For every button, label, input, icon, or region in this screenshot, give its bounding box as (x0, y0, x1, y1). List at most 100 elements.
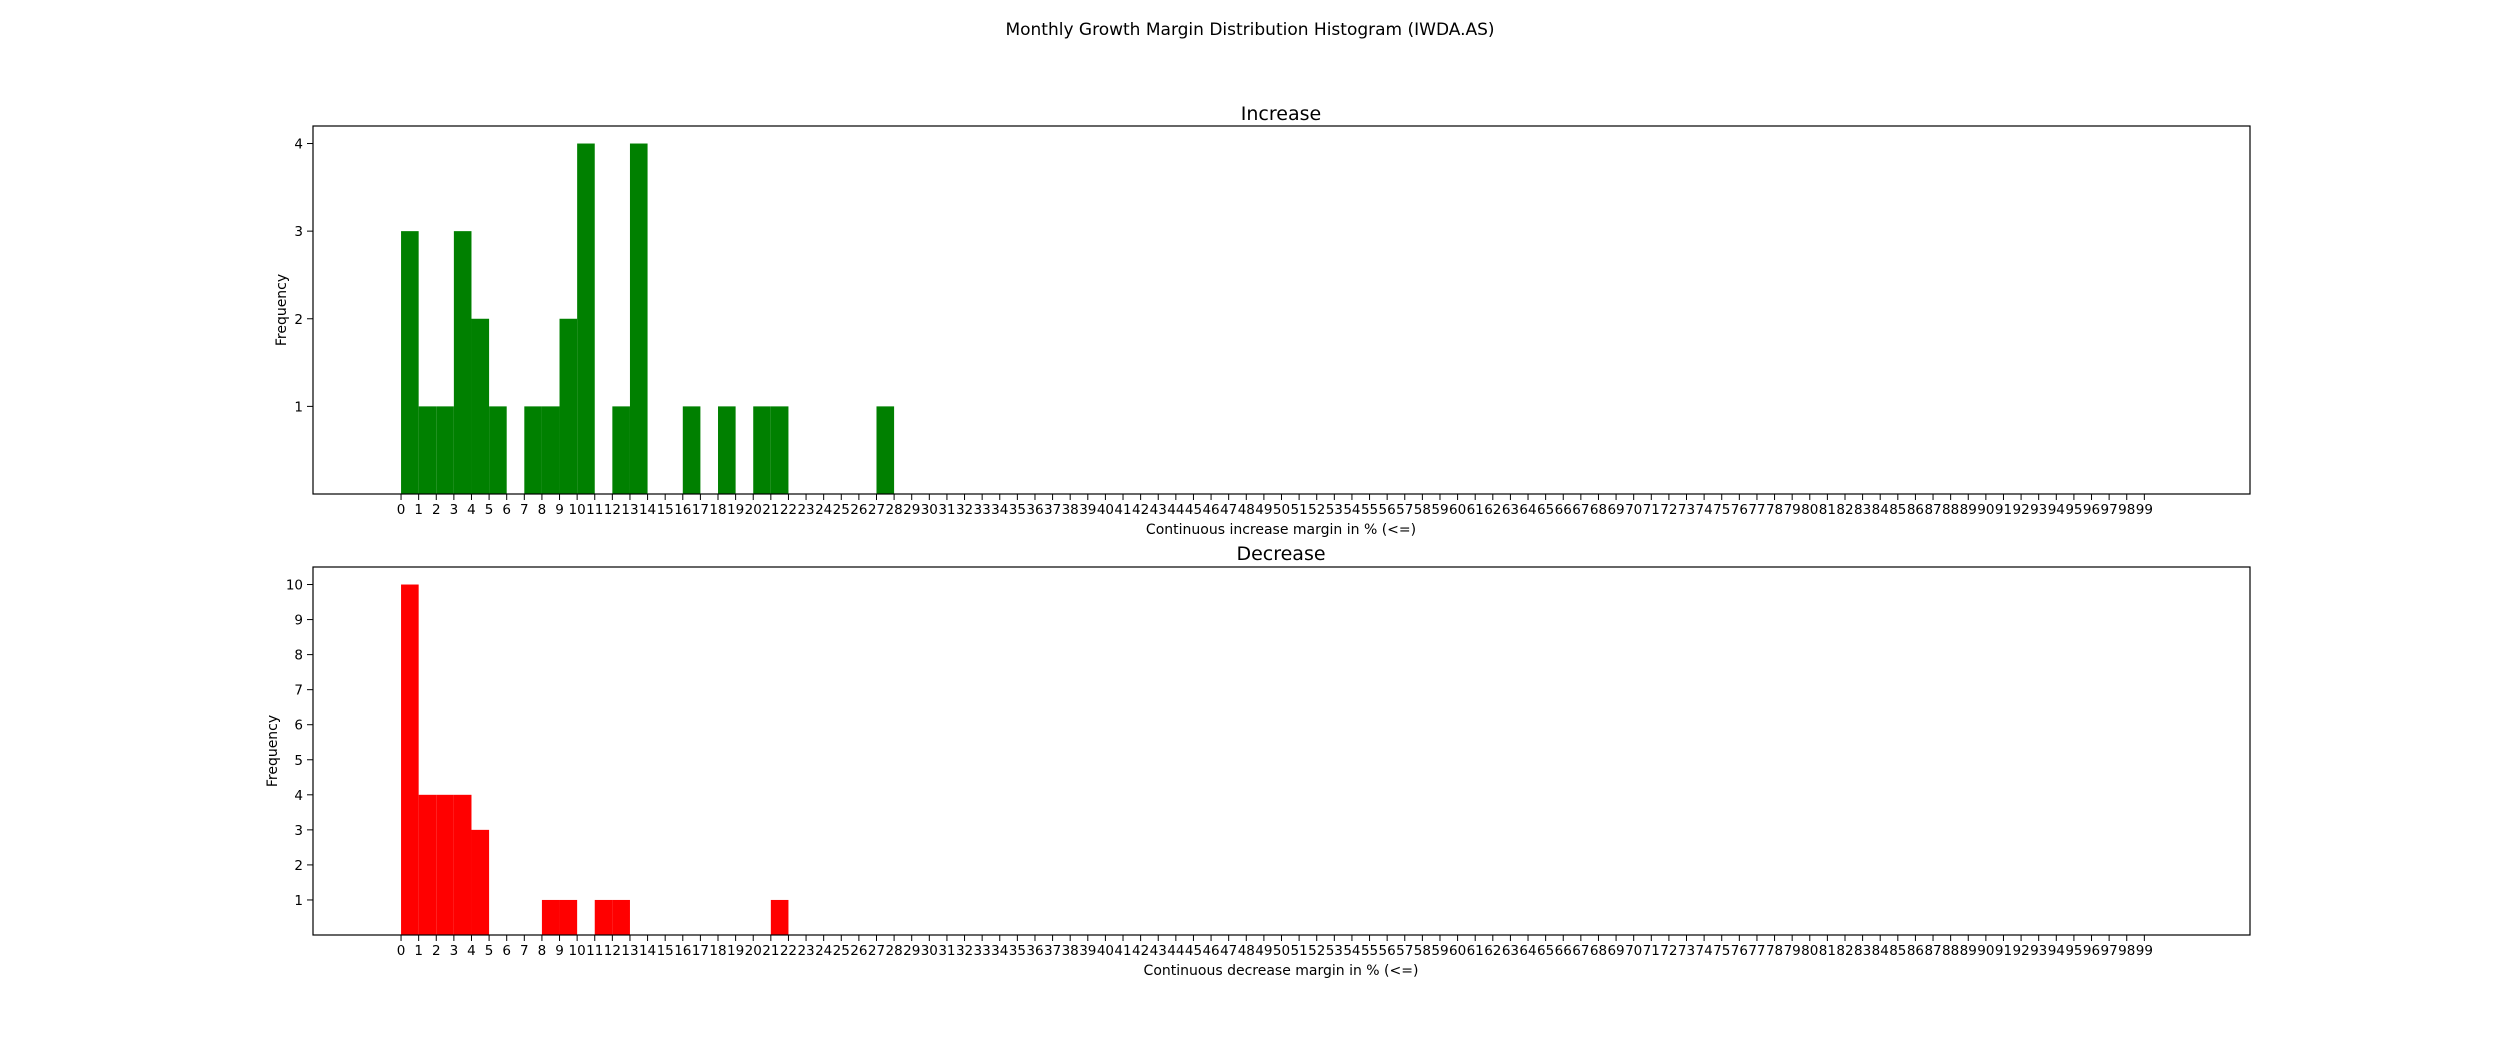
increase-x-tick-label-48: 48 (1238, 502, 1255, 518)
increase-bar-0 (401, 231, 419, 494)
decrease-x-tick-label-18: 18 (709, 943, 726, 959)
decrease-y-tick-label-6: 6 (294, 718, 303, 734)
decrease-x-tick-label-8: 8 (538, 943, 547, 959)
increase-x-tick-label-51: 51 (1291, 502, 1308, 518)
increase-x-tick-label-10: 10 (569, 502, 586, 518)
decrease-x-tick-label-26: 26 (850, 943, 867, 959)
decrease-x-tick-label-10: 10 (569, 943, 586, 959)
increase-bar-14 (753, 406, 771, 494)
increase-bar-7 (541, 406, 560, 494)
increase-x-tick-label-68: 68 (1590, 502, 1607, 518)
decrease-x-tick-label-59: 59 (1431, 943, 1448, 959)
decrease-x-tick-label-67: 67 (1572, 943, 1589, 959)
decrease-x-tick-label-61: 61 (1467, 943, 1484, 959)
decrease-x-tick-label-46: 46 (1202, 943, 1219, 959)
decrease-x-tick-label-76: 76 (1731, 943, 1748, 959)
decrease-x-tick-label-28: 28 (886, 943, 903, 959)
increase-x-tick-label-72: 72 (1660, 502, 1677, 518)
decrease-x-tick-label-20: 20 (745, 943, 762, 959)
decrease-y-tick-label-8: 8 (294, 648, 303, 664)
increase-x-tick-label-84: 84 (1872, 502, 1889, 518)
increase-x-tick-label-24: 24 (815, 502, 832, 518)
increase-x-tick-label-49: 49 (1255, 502, 1272, 518)
decrease-x-tick-label-15: 15 (657, 943, 674, 959)
decrease-x-tick-label-12: 12 (604, 943, 621, 959)
decrease-x-tick-label-47: 47 (1220, 943, 1237, 959)
increase-x-tick-label-88: 88 (1942, 502, 1959, 518)
increase-x-tick-label-53: 53 (1326, 502, 1343, 518)
decrease-x-tick-label-3: 3 (450, 943, 459, 959)
decrease-x-tick-label-5: 5 (485, 943, 494, 959)
decrease-x-tick-label-84: 84 (1872, 943, 1889, 959)
decrease-y-tick-label-10: 10 (286, 578, 303, 594)
decrease-bar-1 (418, 794, 437, 935)
decrease-x-tick-label-91: 91 (1995, 943, 2012, 959)
increase-bar-10 (612, 406, 630, 494)
increase-x-tick-label-6: 6 (502, 502, 511, 518)
decrease-x-tick-label-41: 41 (1114, 943, 1131, 959)
decrease-x-tick-label-81: 81 (1819, 943, 1836, 959)
decrease-x-tick-label-87: 87 (1924, 943, 1941, 959)
increase-bar-9 (577, 143, 595, 494)
decrease-x-tick-label-49: 49 (1255, 943, 1272, 959)
increase-x-tick-label-14: 14 (639, 502, 656, 518)
decrease-plot-area (313, 567, 2250, 935)
decrease-x-axis-label: Continuous decrease margin in % (<=) (1144, 963, 1419, 979)
decrease-x-tick-label-21: 21 (762, 943, 779, 959)
increase-bar-11 (629, 143, 648, 494)
increase-bar-1 (418, 406, 437, 494)
increase-x-tick-label-59: 59 (1431, 502, 1448, 518)
decrease-bars (401, 584, 789, 935)
increase-plot-frame (312, 125, 2251, 495)
decrease-y-axis-label: Frequency (265, 715, 281, 787)
decrease-y-tick-label-7: 7 (294, 683, 303, 699)
increase-x-tick-label-41: 41 (1114, 502, 1131, 518)
increase-bar-4 (471, 318, 490, 494)
increase-x-tick-label-71: 71 (1643, 502, 1660, 518)
decrease-x-tick-label-83: 83 (1854, 943, 1871, 959)
increase-x-tick-label-76: 76 (1731, 502, 1748, 518)
increase-x-tick-label-17: 17 (692, 502, 709, 518)
decrease-x-tick-label-11: 11 (586, 943, 603, 959)
decrease-y-tick-label-9: 9 (294, 613, 303, 629)
decrease-x-tick-label-86: 86 (1907, 943, 1924, 959)
figure-title: Monthly Growth Margin Distribution Histo… (1005, 20, 1494, 40)
increase-x-tick-label-39: 39 (1079, 502, 1096, 518)
decrease-x-tick-label-2: 2 (432, 943, 441, 959)
increase-x-tick-label-9: 9 (555, 502, 564, 518)
decrease-x-tick-label-85: 85 (1889, 943, 1906, 959)
increase-x-axis: 0 1 2 3 4 5 6 7 8 9 10 11 12 13 14 15 16 17 18 19 20 21 22 23 24… (397, 494, 2153, 518)
increase-x-tick-label-11: 11 (586, 502, 603, 518)
increase-x-tick-label-18: 18 (709, 502, 726, 518)
decrease-x-tick-label-60: 60 (1449, 943, 1466, 959)
decrease-x-tick-label-79: 79 (1784, 943, 1801, 959)
increase-x-tick-label-90: 90 (1977, 502, 1994, 518)
increase-x-tick-label-30: 30 (921, 502, 938, 518)
increase-x-tick-label-40: 40 (1097, 502, 1114, 518)
increase-bar-8 (559, 318, 578, 494)
increase-x-tick-label-21: 21 (762, 502, 779, 518)
decrease-bar-2 (436, 794, 454, 935)
decrease-x-tick-label-6: 6 (502, 943, 511, 959)
increase-x-tick-label-54: 54 (1343, 502, 1360, 518)
increase-y-tick-label-3: 3 (294, 224, 303, 240)
increase-x-tick-label-29: 29 (903, 502, 920, 518)
increase-bar-2 (436, 406, 454, 494)
increase-x-tick-label-45: 45 (1185, 502, 1202, 518)
increase-x-tick-label-42: 42 (1132, 502, 1149, 518)
increase-x-tick-label-37: 37 (1044, 502, 1061, 518)
increase-x-tick-label-57: 57 (1396, 502, 1413, 518)
decrease-x-tick-label-68: 68 (1590, 943, 1607, 959)
decrease-x-tick-label-51: 51 (1291, 943, 1308, 959)
increase-x-tick-label-60: 60 (1449, 502, 1466, 518)
increase-bar-6 (524, 406, 542, 494)
increase-x-tick-label-36: 36 (1026, 502, 1043, 518)
decrease-x-tick-label-22: 22 (780, 943, 797, 959)
increase-x-tick-label-35: 35 (1009, 502, 1026, 518)
increase-bars (401, 143, 895, 494)
decrease-x-tick-label-58: 58 (1414, 943, 1431, 959)
increase-x-tick-label-1: 1 (414, 502, 423, 518)
decrease-x-tick-label-95: 95 (2065, 943, 2082, 959)
